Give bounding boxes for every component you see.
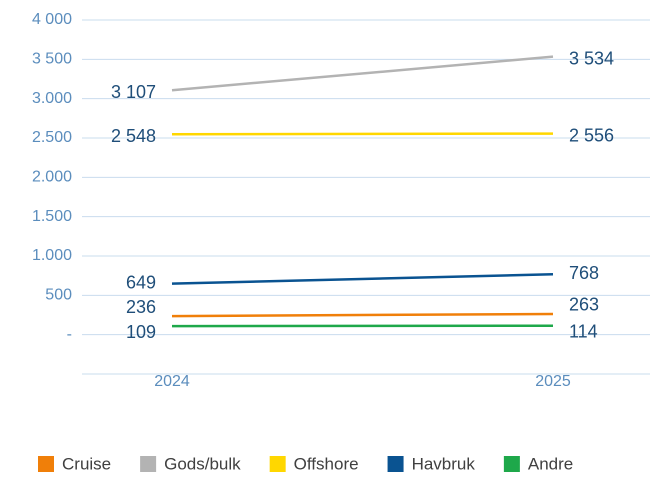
data-label: 236 <box>126 297 156 317</box>
y-tick-label: 4 000 <box>32 11 72 28</box>
y-tick-label: 500 <box>45 287 72 304</box>
y-tick-label: - <box>67 326 72 343</box>
legend-label: Offshore <box>294 454 359 473</box>
y-tick-label: 1.000 <box>32 247 72 264</box>
series-line <box>171 55 554 92</box>
legend-swatch <box>38 456 54 472</box>
y-tick-label: 2.000 <box>32 169 72 186</box>
series-line <box>171 273 554 285</box>
y-tick-label: 2.500 <box>32 129 72 146</box>
legend-label: Havbruk <box>412 454 476 473</box>
data-label: 109 <box>126 322 156 342</box>
data-label: 3 534 <box>569 48 614 68</box>
data-label: 2 548 <box>111 126 156 146</box>
legend-label: Gods/bulk <box>164 454 241 473</box>
data-label: 768 <box>569 263 599 283</box>
data-label: 3 107 <box>111 82 156 102</box>
y-tick-label: 3.000 <box>32 90 72 107</box>
legend-swatch <box>269 456 286 472</box>
legend-label: Andre <box>528 454 573 473</box>
y-tick-label: 1.500 <box>32 208 72 225</box>
x-tick-label: 2025 <box>535 373 571 390</box>
x-tick-label: 2024 <box>154 373 190 390</box>
data-label: 263 <box>569 295 599 315</box>
series-line <box>171 312 554 318</box>
data-label: 114 <box>569 321 598 341</box>
data-label: 2 556 <box>569 125 614 145</box>
data-label: 649 <box>126 272 156 292</box>
legend-swatch <box>140 456 157 472</box>
legend-swatch <box>503 456 520 472</box>
legend-swatch <box>387 456 404 472</box>
legend-label: Cruise <box>62 454 111 473</box>
series-line <box>171 132 554 136</box>
y-tick-label: 3 500 <box>32 51 72 68</box>
